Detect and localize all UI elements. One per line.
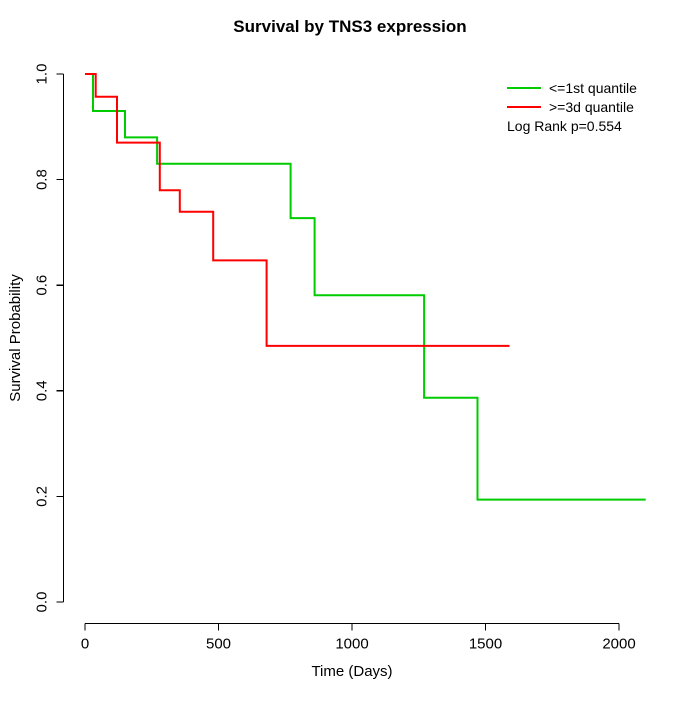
x-tick-label: 1500 — [469, 636, 502, 653]
survival-curves — [85, 73, 646, 501]
chart-title: Survival by TNS3 expression — [233, 17, 466, 36]
axes: 0.0 0.2 0.4 0.6 0.8 1.0 0 500 1000 1500 2000 — [34, 64, 636, 653]
km-curve-1 — [85, 73, 510, 347]
y-tick-label: 0.4 — [34, 380, 51, 401]
legend-label-quantile1: <=1st quantile — [549, 80, 637, 96]
x-tick-label: 500 — [206, 636, 231, 653]
y-tick-label: 1.0 — [34, 64, 51, 85]
x-axis-title: Time (Days) — [311, 663, 392, 680]
y-tick-label: 0.6 — [34, 275, 51, 296]
y-tick-label: 0.2 — [34, 486, 51, 507]
km-curve-0 — [85, 73, 646, 501]
legend: <=1st quantile >=3d quantile Log Rank p=… — [507, 80, 637, 134]
x-tick-label: 0 — [81, 636, 89, 653]
y-axis-title: Survival Probability — [7, 274, 24, 402]
legend-label-quantile3: >=3d quantile — [549, 99, 634, 115]
log-rank-annotation: Log Rank p=0.554 — [507, 118, 622, 134]
y-tick-label: 0.0 — [34, 592, 51, 613]
x-tick-label: 2000 — [602, 636, 635, 653]
y-tick-label: 0.8 — [34, 169, 51, 190]
x-tick-label: 1000 — [335, 636, 368, 653]
